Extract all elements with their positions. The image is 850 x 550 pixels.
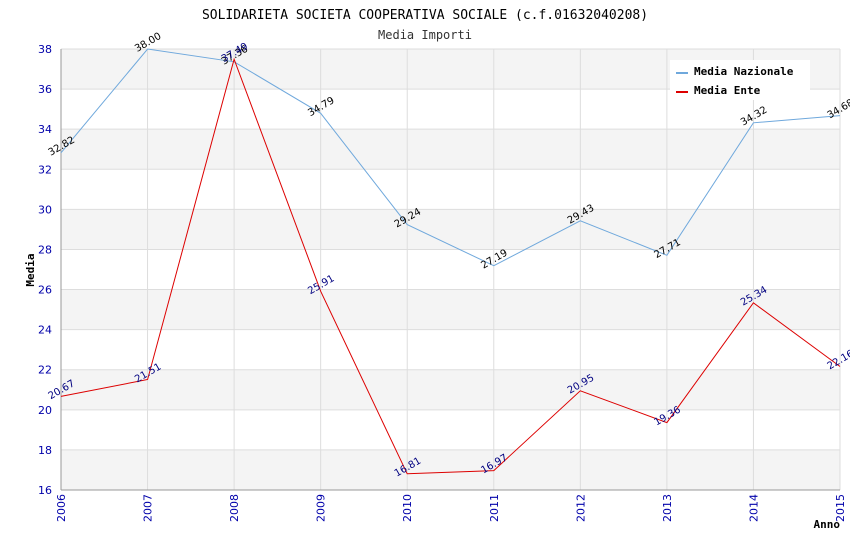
y-tick-label: 24 [38, 324, 52, 337]
x-tick-label: 2007 [142, 494, 155, 522]
plot-band [61, 289, 840, 330]
series-line [60, 57, 841, 475]
y-tick-label: 22 [38, 364, 52, 377]
x-tick-label: 2009 [315, 494, 328, 522]
y-tick-label: 28 [38, 243, 52, 256]
y-tick-label: 20 [38, 404, 52, 417]
legend-box [670, 60, 810, 100]
y-tick-label: 34 [38, 123, 52, 136]
chart-title: SOLIDARIETA SOCIETA COOPERATIVA SOCIALE … [202, 8, 648, 23]
data-label: 22.16 [826, 348, 850, 372]
y-tick-label: 18 [38, 444, 52, 457]
gridlines [60, 48, 841, 491]
x-tick-label: 2010 [401, 494, 414, 522]
plot-band [61, 369, 840, 410]
y-tick-label: 26 [38, 284, 52, 297]
series-lines [60, 48, 841, 475]
series-line [60, 48, 841, 267]
x-tick-label: 2014 [747, 494, 760, 522]
y-axis-label: Media [24, 253, 37, 286]
x-tick-label: 2015 [834, 494, 847, 522]
plot-band [61, 209, 840, 250]
legend-label: Media Nazionale [694, 65, 794, 78]
x-tick-label: 2006 [55, 494, 68, 522]
y-tick-label: 32 [38, 163, 52, 176]
data-label: 34.32 [739, 105, 769, 129]
y-axis-ticks: 16 18 20 22 24 26 28 30 32 34 36 38 [38, 43, 52, 497]
legend-label: Media Ente [694, 84, 761, 97]
data-label: 34.68 [826, 97, 850, 121]
y-tick-label: 36 [38, 83, 52, 96]
x-tick-label: 2013 [661, 494, 674, 522]
x-axis-ticks: 2006 2007 2008 2009 2010 2011 2012 2013 2014 2015 [55, 494, 847, 522]
data-label: 34.79 [306, 95, 336, 119]
y-tick-label: 30 [38, 203, 52, 216]
y-tick-label: 38 [38, 43, 52, 56]
x-tick-label: 2012 [574, 494, 587, 522]
legend: Media Nazionale Media Ente [670, 60, 810, 100]
plot-band [61, 449, 840, 490]
x-axis-label: Anno [814, 518, 841, 531]
plot-band [61, 129, 840, 170]
plot-bands [61, 49, 840, 490]
x-tick-label: 2008 [228, 494, 241, 522]
x-tick-label: 2011 [488, 494, 501, 522]
data-label: 27.19 [479, 248, 509, 272]
y-tick-label: 16 [38, 484, 52, 497]
chart-subtitle: Media Importi [378, 28, 472, 42]
